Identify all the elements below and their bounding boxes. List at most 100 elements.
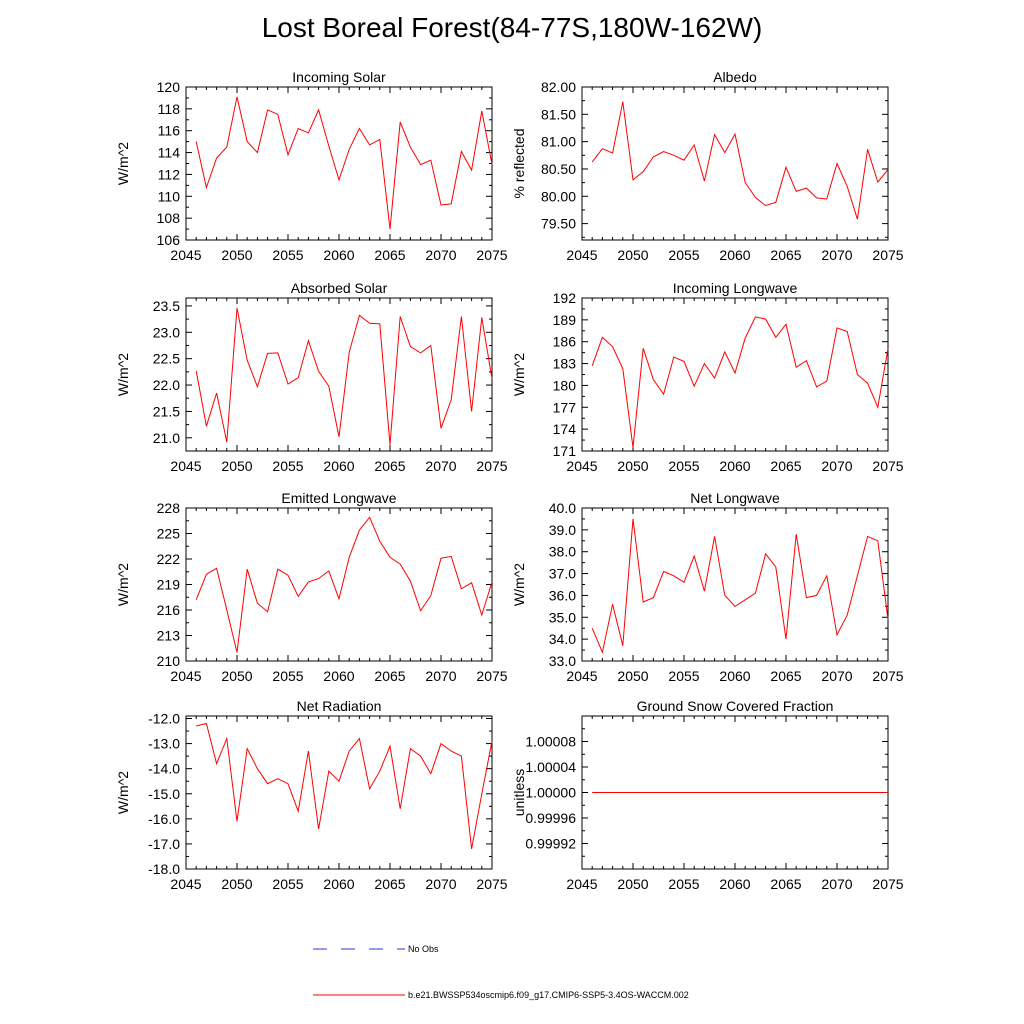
legend-label-model: b.e21.BWSSP534oscmip6.f09_g17.CMIP6-SSP5… <box>408 990 689 1000</box>
y-tick-label: 189 <box>553 312 577 328</box>
y-tick-label: 110 <box>158 188 181 204</box>
x-tick-label: 2070 <box>821 458 852 474</box>
x-tick-label: 2050 <box>617 876 648 892</box>
y-tick-label: 228 <box>157 500 181 516</box>
x-tick-label: 2055 <box>272 458 303 474</box>
x-tick-label: 2070 <box>821 876 852 892</box>
y-tick-label: 210 <box>157 653 181 669</box>
x-tick-label: 2065 <box>374 668 405 684</box>
x-tick-label: 2050 <box>221 876 252 892</box>
x-tick-label: 2070 <box>425 247 456 263</box>
panel-absorbed-solar: Absorbed Solar W/m^2 2045 2050 2055 2060 2065 2… <box>115 280 508 474</box>
series-line-incoming-solar <box>195 96 493 230</box>
y-tick-label: 108 <box>157 210 181 226</box>
y-tick-label: 79.50 <box>541 216 576 232</box>
series-line-emitted-longwave <box>195 516 493 653</box>
y-tick-label: -15.0 <box>148 786 180 802</box>
y-tick-label: 82.00 <box>541 79 576 95</box>
panel-albedo: Albedo % reflected 2045 2050 2055 2060 2065 207… <box>511 69 904 263</box>
plot-frame <box>581 86 889 241</box>
panel-title: Net Radiation <box>297 698 382 714</box>
x-tick-label: 2050 <box>221 458 252 474</box>
y-tick-label: 38.0 <box>549 544 576 560</box>
y-tick-label: 21.0 <box>153 430 180 446</box>
y-tick-label: 186 <box>553 334 577 350</box>
y-tick-label: 1.00008 <box>525 734 576 750</box>
x-tick-label: 2060 <box>323 876 354 892</box>
panel-emitted-longwave: Emitted Longwave W/m^2 2045 2050 2055 2060 206… <box>115 490 508 684</box>
x-tick-label: 2060 <box>719 247 750 263</box>
panel-title: Ground Snow Covered Fraction <box>637 698 834 714</box>
y-tick-label: -17.0 <box>148 836 180 852</box>
series-line-net-longwave <box>591 518 889 654</box>
x-tick-label: 2075 <box>872 247 903 263</box>
y-axis-label: W/m^2 <box>115 142 131 185</box>
x-tick-label: 2075 <box>476 876 507 892</box>
y-tick-label: 112 <box>158 166 181 182</box>
x-tick-label: 2045 <box>170 247 201 263</box>
x-tick-label: 2070 <box>821 247 852 263</box>
x-tick-label: 2075 <box>476 668 507 684</box>
plot-frame <box>185 86 493 241</box>
y-tick-label: -16.0 <box>148 811 180 827</box>
y-tick-label: 192 <box>553 290 577 306</box>
y-tick-label: 39.0 <box>549 522 576 538</box>
x-tick-label: 2055 <box>668 458 699 474</box>
x-tick-label: 2050 <box>617 247 648 263</box>
x-tick-label: 2065 <box>770 876 801 892</box>
y-tick-label: 1.00004 <box>525 759 576 775</box>
x-tick-label: 2050 <box>221 247 252 263</box>
y-axis-label: W/m^2 <box>115 353 131 396</box>
x-tick-label: 2045 <box>170 876 201 892</box>
x-tick-label: 2065 <box>770 458 801 474</box>
x-tick-label: 2065 <box>374 458 405 474</box>
x-tick-label: 2075 <box>872 876 903 892</box>
x-tick-label: 2065 <box>374 876 405 892</box>
y-tick-label: 216 <box>157 602 181 618</box>
y-tick-label: 106 <box>157 232 181 248</box>
y-tick-label: 180 <box>553 377 577 393</box>
y-tick-label: 36.0 <box>549 587 576 603</box>
series-line-absorbed-solar <box>195 307 493 445</box>
figure-title: Lost Boreal Forest(84-77S,180W-162W) <box>261 12 763 43</box>
x-tick-label: 2055 <box>668 247 699 263</box>
y-tick-label: -14.0 <box>148 761 180 777</box>
panel-title: Incoming Solar <box>292 69 386 85</box>
y-tick-label: 1.00000 <box>525 785 576 801</box>
panel-title: Absorbed Solar <box>291 280 388 296</box>
y-tick-label: 81.50 <box>541 106 576 122</box>
panel-title: Albedo <box>713 69 757 85</box>
y-tick-label: 22.0 <box>153 377 180 393</box>
x-tick-label: 2055 <box>272 876 303 892</box>
y-tick-label: 219 <box>157 577 181 593</box>
x-tick-label: 2055 <box>668 876 699 892</box>
y-tick-label: 33.0 <box>549 653 576 669</box>
x-tick-label: 2050 <box>221 668 252 684</box>
x-tick-label: 2075 <box>872 668 903 684</box>
y-tick-label: 23.0 <box>153 324 180 340</box>
panel-ground-snow-covered-fraction: Ground Snow Covered Fraction unitless 2045… <box>511 698 904 892</box>
y-tick-label: 35.0 <box>549 609 576 625</box>
y-axis-label: W/m^2 <box>115 563 131 606</box>
x-tick-label: 2060 <box>719 876 750 892</box>
x-tick-label: 2045 <box>566 876 597 892</box>
x-tick-label: 2045 <box>170 668 201 684</box>
x-tick-label: 2065 <box>770 247 801 263</box>
x-tick-label: 2070 <box>821 668 852 684</box>
y-tick-label: 80.50 <box>541 161 576 177</box>
x-tick-label: 2070 <box>425 458 456 474</box>
x-tick-label: 2060 <box>719 668 750 684</box>
panel-title: Incoming Longwave <box>673 280 798 296</box>
plot-frame <box>185 507 493 662</box>
series-line-albedo <box>591 101 889 220</box>
x-tick-label: 2060 <box>323 668 354 684</box>
x-tick-label: 2060 <box>323 247 354 263</box>
x-tick-label: 2075 <box>872 458 903 474</box>
x-tick-label: 2060 <box>323 458 354 474</box>
x-tick-label: 2045 <box>170 458 201 474</box>
y-axis-label: unitless <box>511 769 527 816</box>
y-axis-label: W/m^2 <box>511 563 527 606</box>
panel-incoming-solar: Incoming Solar W/m^2 2045 2050 2055 2060 2065 2… <box>115 69 508 263</box>
y-tick-label: 177 <box>553 399 577 415</box>
